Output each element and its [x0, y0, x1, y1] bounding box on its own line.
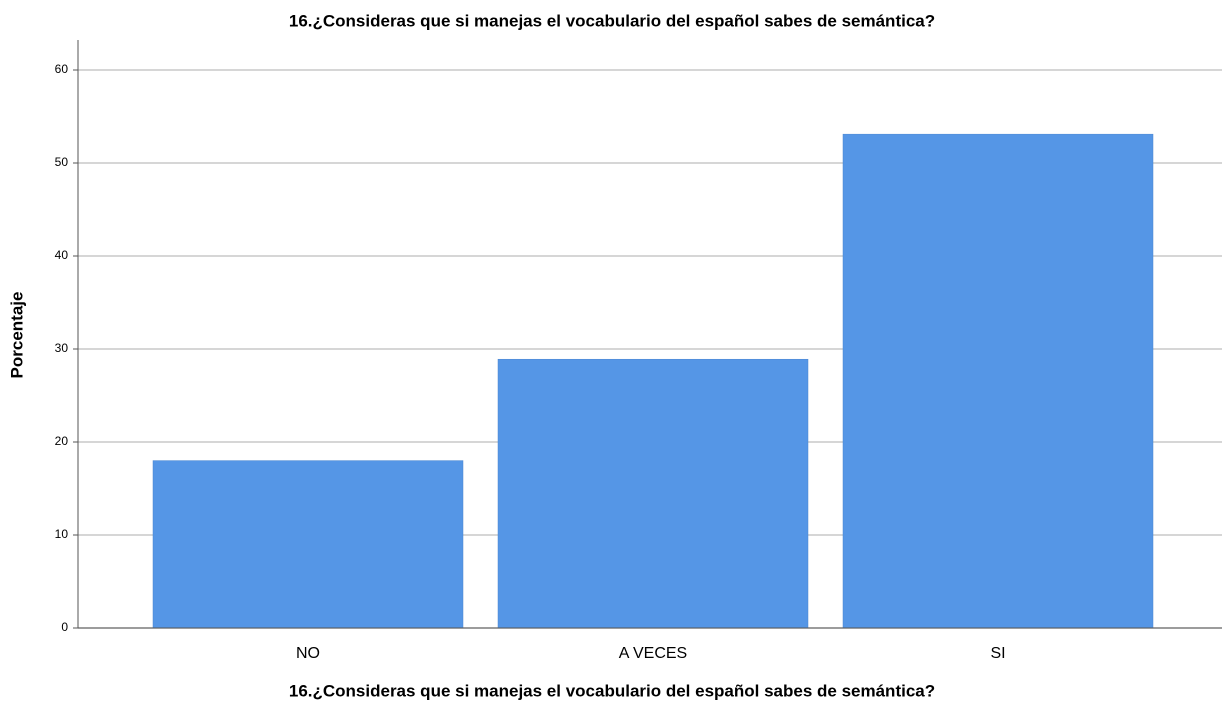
x-tick-label: A VECES: [619, 645, 687, 662]
y-tick-label: 10: [55, 527, 69, 541]
y-tick-label: 0: [61, 620, 68, 634]
x-tick-label: SI: [990, 645, 1005, 662]
y-tick-label: 50: [55, 155, 69, 169]
y-tick-label: 30: [55, 341, 69, 355]
y-tick-label: 60: [55, 62, 69, 76]
bar: [497, 358, 809, 629]
bar: [842, 133, 1154, 629]
y-axis-label: Porcentaje: [7, 292, 26, 379]
x-tick-label: NO: [296, 645, 320, 662]
y-tick-label: 20: [55, 434, 69, 448]
x-axis-label: 16.¿Consideras que si manejas el vocabul…: [289, 681, 935, 700]
chart-title: 16.¿Consideras que si manejas el vocabul…: [289, 11, 935, 30]
y-tick-label: 40: [55, 248, 69, 262]
bar: [152, 460, 464, 629]
